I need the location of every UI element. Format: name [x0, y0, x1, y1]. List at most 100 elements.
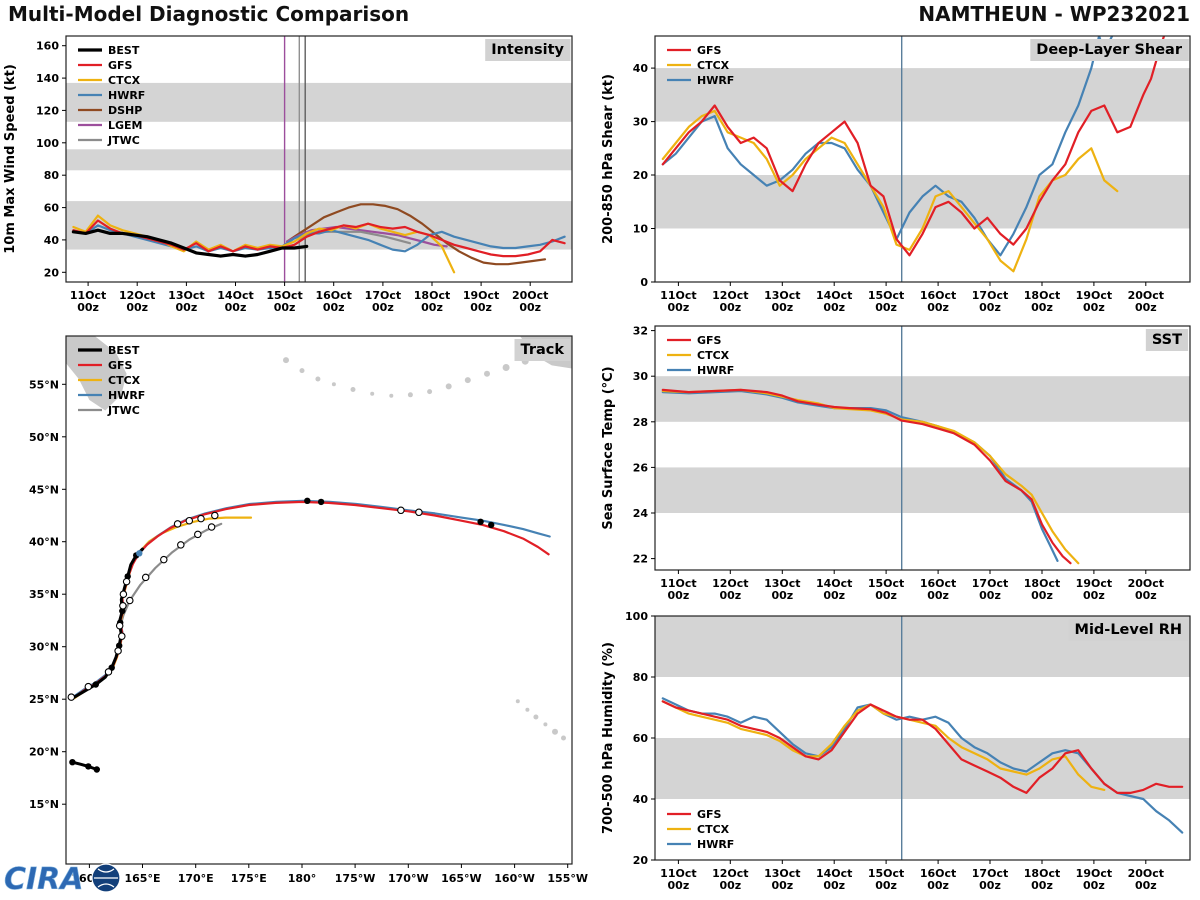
panel-title-bg — [1030, 39, 1189, 61]
grid-bands — [655, 68, 1190, 229]
legend-label-BEST: BEST — [108, 344, 140, 357]
island — [561, 735, 566, 741]
position-dot-open — [122, 577, 131, 586]
intensity-series-DSHP — [286, 203, 547, 266]
svg-text:32: 32 — [633, 325, 648, 338]
track-GFS — [73, 500, 550, 699]
legend-label-CTCX: CTCX — [108, 74, 141, 87]
grid-bands — [66, 82, 572, 250]
globe-lines — [91, 863, 121, 893]
legend: BEST GFS CTCX HWRF DSHP LGEM JTWC — [78, 44, 145, 147]
svg-text:22: 22 — [633, 553, 648, 566]
sst-chart: 11Oct 00z 12Oct 00z 13Oct 00z 14Oct 00z 15Oct 00z… — [598, 318, 1200, 618]
legend-label-JTWC: JTWC — [107, 404, 140, 417]
svg-text:160: 160 — [36, 40, 59, 53]
plot-area — [71, 36, 566, 282]
panel-title: SST — [1152, 332, 1182, 348]
legend-label-HWRF: HWRF — [697, 838, 734, 851]
sst-svg: 11Oct 00z 12Oct 00z 13Oct 00z 14Oct 00z 15Oct 00z… — [601, 325, 1191, 602]
island — [370, 391, 375, 396]
svg-text:80: 80 — [44, 169, 60, 182]
legend-label-CTCX: CTCX — [697, 823, 730, 836]
legend-label-CTCX: CTCX — [108, 374, 141, 387]
y-axis-label: 200-850 hPa Shear (kt) — [601, 74, 616, 244]
plot-border — [65, 35, 573, 283]
legend-label-HWRF: HWRF — [697, 74, 734, 87]
plot-border — [654, 35, 1191, 283]
legend-label-HWRF: HWRF — [108, 389, 145, 402]
svg-text:24: 24 — [633, 507, 649, 520]
island — [533, 714, 539, 720]
track-CTCX — [73, 516, 253, 700]
shear-series-CTCX — [661, 109, 1119, 273]
position-dot-open — [197, 514, 205, 523]
svg-text:10: 10 — [633, 223, 649, 236]
page-title: Multi-Model Diagnostic Comparison — [8, 2, 410, 26]
svg-text:165°W: 165°W — [441, 872, 482, 885]
svg-text:25°N: 25°N — [29, 693, 59, 706]
svg-text:40: 40 — [633, 793, 649, 806]
svg-text:30: 30 — [633, 370, 649, 383]
x-axis: 160°E 165°E 170°E 175°E 180° 175°W 170°W 165°W 1… — [71, 864, 588, 885]
y-axis: 22 24 26 28 30 32 — [633, 325, 655, 566]
rh-series-GFS — [661, 700, 1184, 794]
island — [525, 707, 530, 712]
legend: GFS CTCX HWRF — [667, 334, 734, 377]
position-dot-open — [415, 508, 423, 517]
svg-text:180°: 180° — [288, 872, 316, 885]
position-dot-open — [207, 523, 216, 531]
island — [502, 364, 510, 371]
position-dot-open — [141, 573, 150, 582]
island — [484, 370, 490, 377]
position-dot-filled — [477, 518, 484, 525]
svg-text:28: 28 — [633, 416, 648, 429]
position-dot-open — [84, 682, 93, 691]
position-dot-filled — [69, 759, 76, 766]
position-dot-filled — [317, 498, 325, 506]
svg-text:55°N: 55°N — [29, 378, 59, 391]
svg-text:45°N: 45°N — [29, 483, 59, 496]
y-axis: 20 40 60 80 100 120 140 160 — [36, 40, 66, 279]
intensity-svg: 11Oct 00z 12Oct 00z 13Oct 00z 14Oct 00z 15Oct 00z… — [3, 35, 573, 314]
legend-label-JTWC: JTWC — [107, 134, 140, 147]
position-dot-open — [211, 511, 219, 520]
landmass — [66, 336, 127, 411]
track-map: 160°E 165°E 170°E 175°E 180° 175°W 170°W 165°W 1… — [0, 328, 592, 900]
island — [515, 699, 520, 704]
svg-text:40: 40 — [44, 234, 60, 247]
position-dot-open — [114, 647, 122, 655]
grid-bands — [655, 616, 1190, 799]
position-dot-open — [118, 632, 126, 640]
position-dot-filled — [85, 763, 92, 770]
intensity-chart: 11Oct 00z 12Oct 00z 13Oct 00z 14Oct 00z 15Oct 00z… — [0, 28, 592, 328]
svg-text:140: 140 — [36, 72, 59, 85]
position-dot-open — [160, 555, 168, 564]
legend-label-GFS: GFS — [697, 44, 722, 57]
position-dot-open — [397, 506, 405, 515]
position-dot-open — [177, 541, 185, 549]
x-axis: 11Oct 00z 12Oct 00z 13Oct 00z 14Oct 00z 15Oct 00z… — [660, 282, 1164, 314]
position-dot-open — [126, 596, 134, 605]
plot-border — [65, 335, 573, 865]
island — [283, 357, 289, 364]
